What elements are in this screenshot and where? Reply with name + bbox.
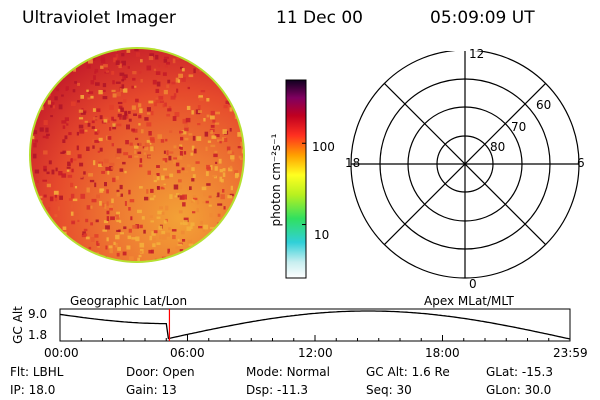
uv-image-disk (29, 47, 245, 263)
instrument-title: Ultraviolet Imager (22, 8, 176, 28)
apex-label: Apex MLat/MLT (424, 294, 514, 308)
lat-label-80: 80 (490, 140, 506, 154)
timeline-xtick-0000: 00:00 (44, 346, 79, 360)
info-seq: Seq: 30 (366, 383, 412, 397)
info-flt: Flt: LBHL (10, 365, 64, 379)
mlt-label-0: 0 (469, 277, 477, 291)
timeline-xtick-1800: 18:00 (425, 346, 460, 360)
info-door: Door: Open (126, 365, 195, 379)
info-gain: Gain: 13 (126, 383, 177, 397)
time-label: 05:09:09 UT (430, 8, 535, 28)
geographic-label: Geographic Lat/Lon (70, 294, 188, 308)
polar-grid (350, 51, 580, 279)
timeline-ylabel: GC Alt (11, 306, 25, 344)
colorbar (285, 79, 307, 279)
colorbar-tick-100: 100 (312, 140, 335, 154)
mlt-label-18: 18 (345, 156, 361, 170)
polar-diagonal-2 (383, 82, 547, 246)
info-glon: GLon: 30.0 (486, 383, 552, 397)
colorbar-unit-label: photon cm⁻²s⁻¹ (269, 133, 283, 227)
mlt-label-12: 12 (469, 47, 485, 61)
colorbar-tick-10: 10 (314, 228, 330, 242)
timeline-xtick-2359: 23:59 (553, 346, 588, 360)
info-gc-alt: GC Alt: 1.6 Re (366, 365, 450, 379)
date-label: 11 Dec 00 (276, 8, 363, 28)
mlt-label-6: 6 (577, 156, 585, 170)
lat-label-70: 70 (511, 120, 527, 134)
info-dsp: Dsp: -11.3 (246, 383, 309, 397)
lat-label-60: 60 (536, 98, 552, 112)
timeline-ytick-bottom: 1.8 (28, 328, 48, 342)
timeline-xtick-0600: 06:00 (170, 346, 205, 360)
timeline-plot (59, 308, 571, 342)
altitude-curve (59, 310, 571, 340)
info-mode: Mode: Normal (246, 365, 330, 379)
info-ip: IP: 18.0 (10, 383, 56, 397)
info-glat: GLat: -15.3 (486, 365, 553, 379)
timeline-xtick-1200: 12:00 (298, 346, 333, 360)
timeline-ytick-top: 9.0 (28, 307, 48, 321)
